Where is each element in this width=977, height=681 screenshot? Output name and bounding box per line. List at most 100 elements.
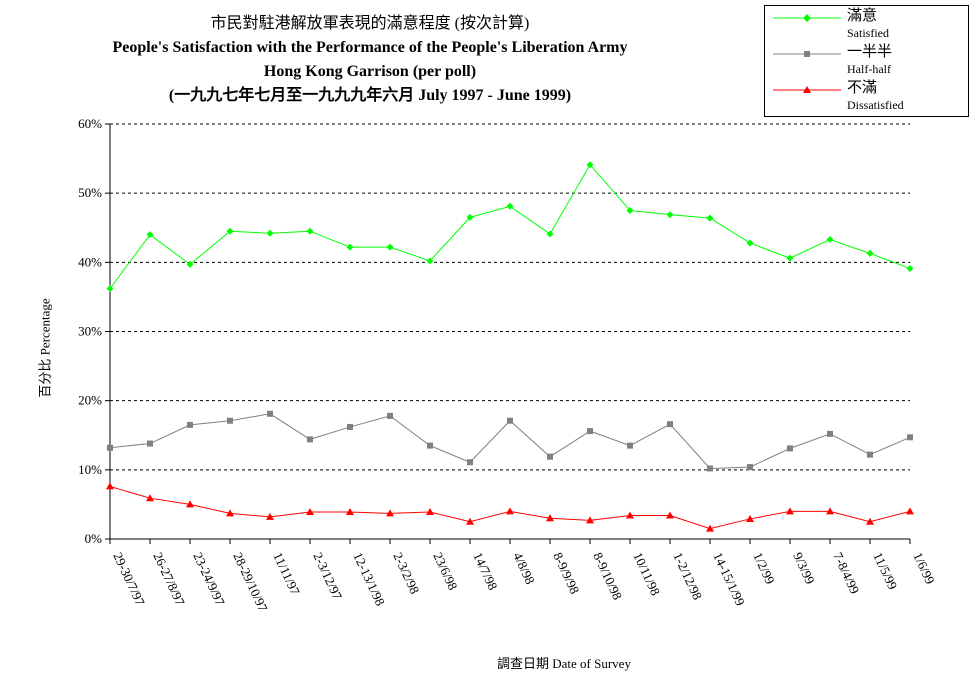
data-point [186, 260, 194, 268]
y-tick-label: 40% [78, 254, 102, 269]
data-point [306, 508, 314, 516]
data-point [906, 265, 914, 273]
x-tick-label: 11/11/97 [270, 550, 303, 598]
legend-swatch-half-half [773, 51, 841, 57]
x-tick-label: 7-8/4/99 [830, 550, 862, 596]
x-tick-label: 29-30/7/97 [110, 550, 148, 608]
x-tick-label: 4/8/98 [510, 550, 538, 586]
data-point [866, 249, 874, 257]
data-point [746, 514, 754, 522]
legend-sublabel-dissatisfied: Dissatisfied [847, 98, 904, 112]
data-point [386, 243, 394, 251]
legend-label-satisfied: 滿意 [847, 8, 878, 24]
data-point [867, 451, 873, 458]
data-point [426, 508, 434, 516]
data-point [226, 227, 234, 235]
chart-title: 市民對駐港解放軍表現的滿意程度 (按次計算) People's Satisfac… [110, 12, 630, 108]
data-point [546, 514, 554, 522]
data-point [147, 440, 153, 447]
y-tick-label: 60% [78, 116, 102, 131]
data-point [547, 453, 553, 460]
data-point [266, 512, 274, 520]
data-point [906, 507, 914, 515]
data-point [667, 421, 673, 428]
title-english-2: Hong Kong Garrison (per poll) [263, 63, 477, 80]
x-tick-label: 2-3/2/98 [390, 550, 422, 596]
legend-label-dissatisfied: 不滿 [847, 80, 878, 96]
legend-item-dissatisfied: 不滿 Dissatisfied [765, 78, 968, 114]
x-tick-label: 2-3/12/97 [310, 550, 345, 603]
data-point [746, 239, 754, 247]
data-point [227, 417, 233, 424]
x-tick-label: 14/7/98 [470, 550, 500, 592]
data-point [587, 428, 593, 435]
title-period: (一九九七年七月至一九九九年六月 July 1997 - June 1999) [168, 87, 572, 104]
legend-swatch-satisfied [773, 14, 841, 22]
data-point [106, 285, 114, 293]
x-tick-label: 1/2/99 [750, 550, 778, 586]
x-tick-label: 1/6/99 [910, 550, 938, 586]
data-point [786, 254, 794, 262]
data-point [626, 511, 634, 519]
x-tick-label: 10/11/98 [630, 550, 663, 598]
x-tick-label: 8-9/10/98 [590, 550, 625, 602]
legend: 滿意 Satisfied 一半半 Half-half 不滿 Dissatisfi… [764, 5, 969, 117]
y-tick-label: 0% [85, 531, 103, 546]
series-line-1 [109, 163, 911, 289]
data-point [546, 230, 554, 238]
data-point [666, 211, 674, 219]
data-point [586, 161, 594, 169]
data-point [347, 423, 353, 430]
data-point [706, 214, 714, 222]
data-point [387, 412, 393, 419]
data-point [907, 434, 913, 441]
data-point [266, 229, 274, 237]
data-point [107, 444, 113, 451]
data-point [627, 442, 633, 449]
data-point [506, 202, 514, 210]
x-tick-label: 12-13/1/98 [350, 550, 388, 608]
y-tick-label: 50% [78, 185, 102, 200]
legend-sublabel-half-half: Half-half [847, 62, 891, 76]
data-point [346, 508, 354, 516]
x-tick-label: 23/6/98 [430, 550, 460, 592]
x-tick-label: 11/5/99 [870, 550, 900, 592]
x-tick-label: 1-2/12/98 [670, 550, 705, 602]
x-axis-title: 調查日期 Date of Survey [497, 656, 631, 671]
data-point [427, 442, 433, 449]
data-point [307, 436, 313, 443]
x-tick-label: 14-15/1/99 [710, 550, 748, 608]
data-point [826, 507, 834, 515]
data-point [747, 464, 753, 471]
data-point [466, 213, 474, 221]
data-point [707, 465, 713, 472]
y-tick-label: 30% [78, 324, 102, 339]
y-tick-label: 10% [78, 462, 102, 477]
data-point [386, 509, 394, 517]
legend-item-half-half: 一半半 Half-half [765, 42, 968, 78]
data-point [186, 500, 194, 508]
x-tick-label: 28-29/10/97 [230, 550, 271, 614]
data-point [467, 459, 473, 466]
y-tick-label: 20% [78, 393, 102, 408]
legend-label-half-half: 一半半 [847, 44, 893, 60]
y-axis-title: 百分比 Percentage [37, 298, 53, 398]
x-tick-label: 23-24/9/97 [190, 550, 228, 608]
data-point [866, 517, 874, 525]
data-point [706, 524, 714, 532]
data-point [507, 417, 513, 424]
x-tick-label: 8-9/9/98 [550, 550, 582, 596]
data-point [626, 206, 634, 214]
title-chinese: 市民對駐港解放軍表現的滿意程度 (按次計算) [210, 15, 530, 32]
data-point [787, 445, 793, 452]
data-point [506, 507, 514, 515]
x-tick-label: 9/3/99 [790, 550, 818, 586]
data-point [226, 509, 234, 517]
data-point [106, 482, 114, 490]
data-point [466, 517, 474, 525]
legend-sublabel-satisfied: Satisfied [847, 26, 889, 40]
data-point [187, 421, 193, 428]
data-point [426, 257, 434, 265]
data-point [346, 243, 354, 251]
